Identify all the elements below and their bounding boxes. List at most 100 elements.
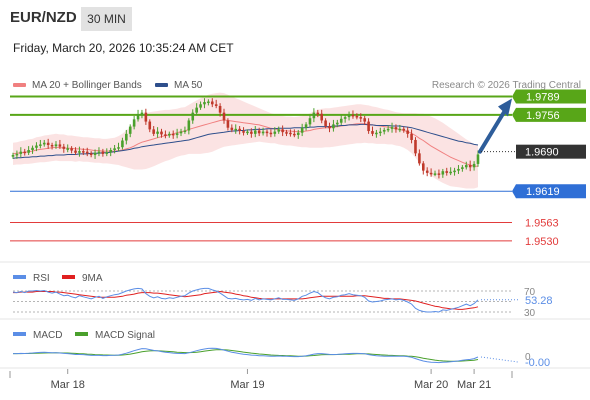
candle-body <box>171 133 175 136</box>
forecast-arrow-shaft <box>478 108 507 154</box>
candle-body <box>304 124 308 128</box>
candle-body <box>222 112 226 121</box>
candle-body <box>418 153 421 164</box>
candle-body <box>50 144 54 147</box>
macd-legend-swatch <box>13 332 26 336</box>
candle-body <box>175 133 179 135</box>
candle-body <box>289 132 292 135</box>
candle-body <box>343 117 347 119</box>
candle-body <box>11 155 15 157</box>
candle-body <box>42 142 46 145</box>
candle-body <box>410 133 413 140</box>
forecast-arrow <box>478 98 512 154</box>
rsi-line <box>12 287 479 313</box>
candle-body <box>394 127 398 130</box>
candle-body <box>168 133 171 136</box>
candle-body <box>132 119 136 127</box>
candle-body <box>265 131 269 134</box>
candle-body <box>414 139 417 154</box>
candle-body <box>382 129 386 132</box>
candle-body <box>191 112 195 121</box>
candle-body <box>437 173 441 175</box>
candle-body <box>152 129 155 134</box>
candle-body <box>277 129 281 132</box>
candle-body <box>336 122 339 125</box>
candle-body <box>164 134 167 136</box>
level-label-0: 1.9789 <box>526 91 560 103</box>
candle-body <box>386 128 390 131</box>
candle-body <box>199 104 202 108</box>
candle-body <box>316 112 320 115</box>
candle-body <box>261 131 265 134</box>
legend-label-ma50: MA 50 <box>174 80 203 91</box>
copyright-notice: Research © 2026 Trading Central <box>431 80 581 91</box>
candle-body <box>324 120 327 127</box>
price-levels <box>10 95 512 242</box>
candle-body <box>234 128 238 131</box>
candle-body <box>359 117 363 119</box>
macd-legend-label: MACD <box>33 330 62 341</box>
candle-body <box>78 151 81 153</box>
level-tag-0 <box>512 89 586 104</box>
level-label-1: 1.9756 <box>526 110 560 122</box>
separators <box>0 261 590 369</box>
candle-body <box>148 121 152 130</box>
candle-body <box>296 132 300 135</box>
candle-body <box>226 120 230 128</box>
candle-body <box>328 126 331 129</box>
candle-body <box>339 118 343 123</box>
chart-header: EUR/NZD 30 MIN <box>0 0 590 34</box>
candle-body <box>312 112 316 119</box>
candle-body <box>230 127 234 130</box>
candle-body <box>140 112 144 115</box>
timeframe-badge[interactable]: 30 MIN <box>81 7 132 31</box>
candle-body <box>156 131 159 134</box>
candle-body <box>246 131 249 134</box>
candle-body <box>445 171 449 173</box>
candle-body <box>15 153 19 156</box>
candle-body <box>187 120 191 131</box>
candle-body <box>74 150 77 153</box>
candle-body <box>207 101 210 104</box>
axis-label-2: Mar 20 <box>414 379 448 391</box>
rsi-ma9-line <box>13 290 479 310</box>
timestamp: Friday, March 20, 2026 10:35:24 AM CET <box>13 41 234 55</box>
candle-body <box>19 151 23 154</box>
candle-body <box>390 127 394 129</box>
candle-body <box>109 150 112 153</box>
candle-body <box>308 118 312 125</box>
candle-body <box>355 116 359 118</box>
rsi-level-label-0: 70 <box>524 287 536 298</box>
candle-body <box>97 151 101 154</box>
candle-body <box>39 144 42 146</box>
candle-body <box>125 133 128 141</box>
legend-item-ma20: MA 20 + Bollinger Bands <box>13 80 142 91</box>
candle-body <box>468 165 472 168</box>
bollinger-bands <box>13 92 478 189</box>
candle-body <box>332 124 335 129</box>
candle-body <box>425 170 429 173</box>
candle-body <box>121 140 124 148</box>
candle-body <box>250 131 253 134</box>
candle-body <box>257 130 261 134</box>
level-tag-1 <box>512 107 586 122</box>
candle-body <box>27 150 30 153</box>
ma20-swatch <box>13 83 26 88</box>
candle-body <box>46 142 50 145</box>
candle-body <box>54 144 58 147</box>
candle-body <box>347 114 351 118</box>
level-label-3: 1.9563 <box>525 217 559 229</box>
axis-label-3: Mar 21 <box>457 379 491 391</box>
candle-body <box>101 151 105 154</box>
candle-body <box>82 151 85 153</box>
candle-body <box>23 151 27 154</box>
candle-body <box>238 128 241 132</box>
candle-body <box>433 173 437 175</box>
ma50-swatch <box>155 83 168 88</box>
rsi-ma-legend-swatch <box>62 275 75 279</box>
candle-body <box>93 152 97 156</box>
macd-value-label: -0.00 <box>525 357 550 369</box>
candle-body <box>85 151 89 154</box>
candle-body <box>449 171 452 174</box>
